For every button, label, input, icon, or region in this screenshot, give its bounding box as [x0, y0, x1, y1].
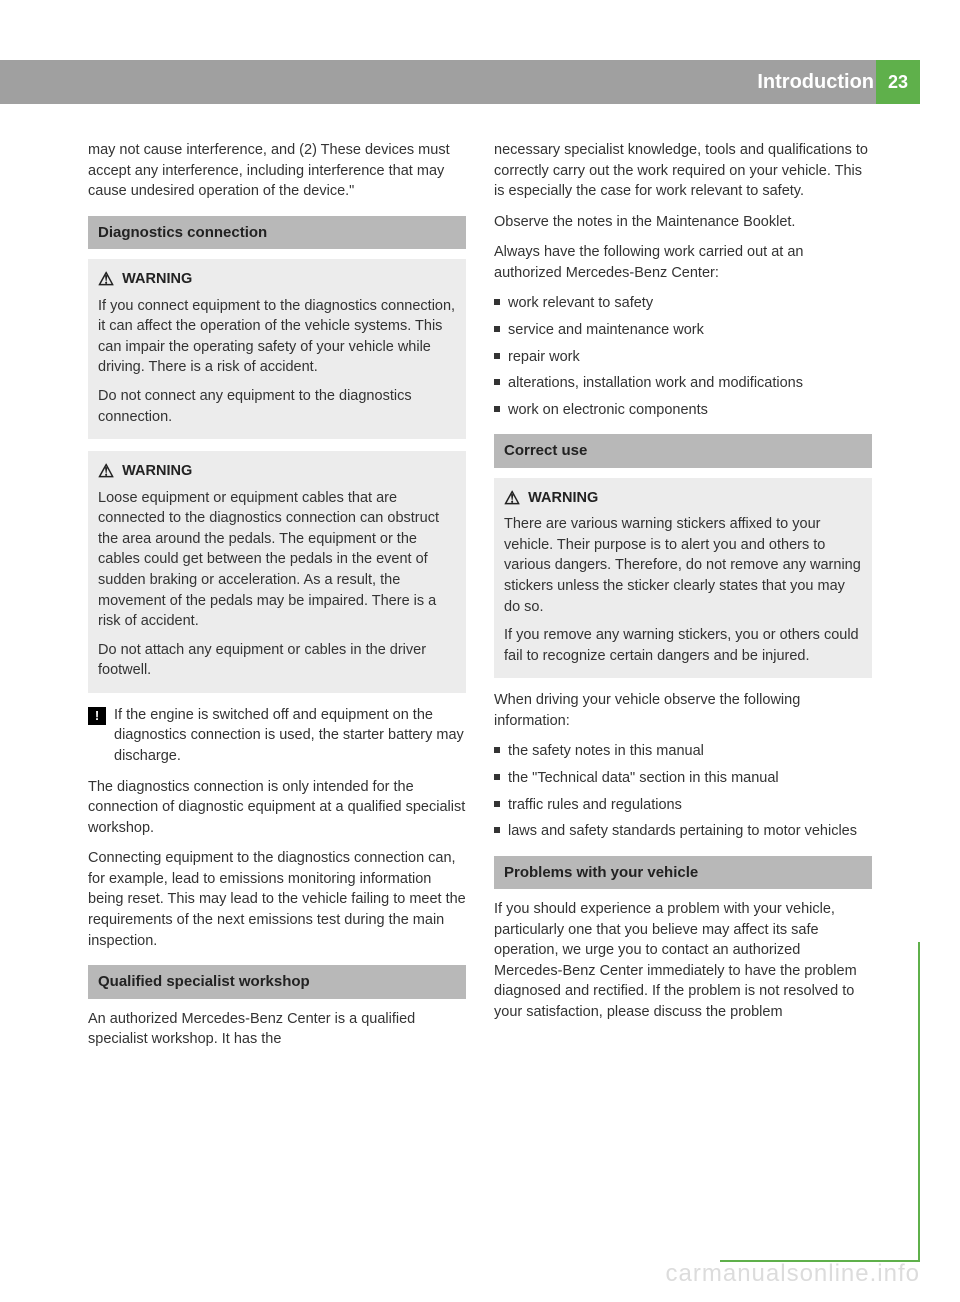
watermark-text: carmanualsonline.info: [666, 1260, 920, 1288]
corner-decoration: [720, 1062, 920, 1262]
page-frame: [0, 60, 920, 1262]
